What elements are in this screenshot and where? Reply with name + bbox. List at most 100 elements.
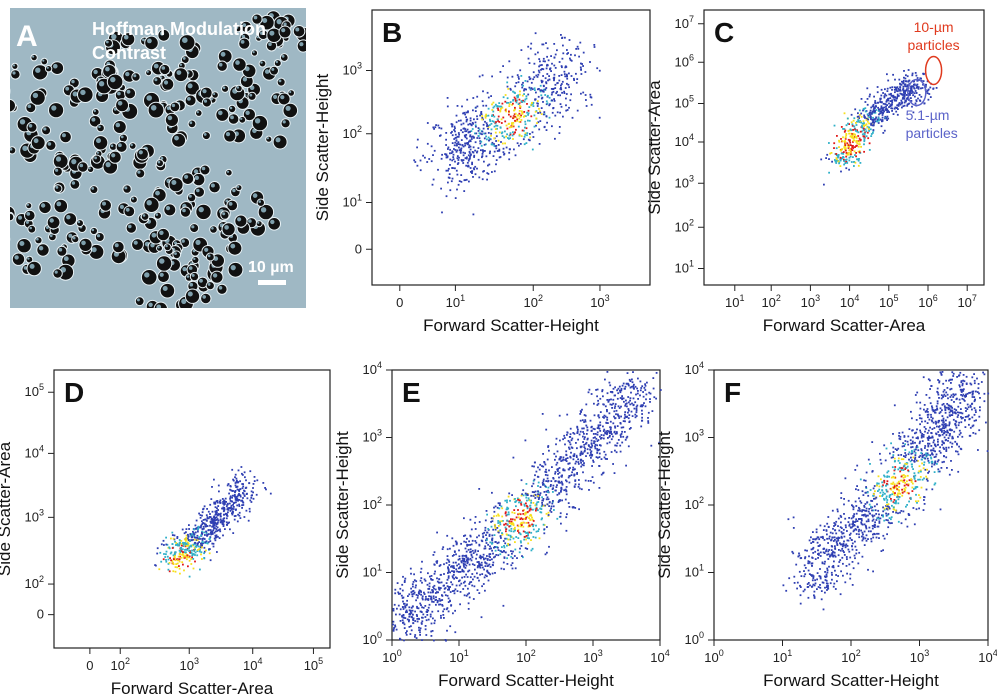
density-point bbox=[399, 637, 401, 640]
density-point bbox=[503, 550, 505, 552]
density-point bbox=[480, 140, 483, 143]
density-point bbox=[534, 474, 536, 477]
density-point bbox=[491, 537, 494, 540]
density-point bbox=[453, 554, 455, 556]
density-point bbox=[483, 137, 486, 140]
density-point bbox=[916, 85, 919, 88]
density-point bbox=[479, 563, 481, 566]
density-point bbox=[526, 132, 529, 134]
density-point bbox=[560, 489, 562, 492]
density-point bbox=[524, 547, 527, 550]
density-point bbox=[632, 371, 634, 373]
density-point bbox=[500, 122, 503, 124]
bead-highlight bbox=[184, 174, 189, 179]
density-point bbox=[881, 108, 884, 111]
density-point bbox=[553, 79, 555, 82]
density-point bbox=[517, 94, 520, 97]
bead bbox=[45, 139, 57, 151]
density-point bbox=[413, 579, 416, 582]
density-point bbox=[447, 597, 450, 600]
density-point bbox=[483, 576, 486, 579]
density-point bbox=[470, 171, 472, 173]
bead-highlight bbox=[142, 214, 146, 217]
density-point bbox=[196, 554, 199, 557]
density-point bbox=[505, 108, 507, 111]
density-point bbox=[520, 503, 523, 506]
bead-highlight bbox=[230, 265, 236, 271]
density-point bbox=[598, 448, 601, 451]
density-point bbox=[558, 467, 561, 469]
density-point bbox=[602, 425, 604, 428]
density-point bbox=[594, 447, 597, 450]
density-point bbox=[627, 411, 629, 414]
density-point bbox=[556, 468, 559, 471]
density-point bbox=[550, 511, 553, 513]
density-point bbox=[903, 95, 906, 98]
density-point bbox=[597, 426, 600, 429]
density-point bbox=[433, 551, 436, 554]
density-point bbox=[489, 150, 491, 153]
density-point bbox=[553, 43, 556, 45]
bead-highlight bbox=[181, 239, 185, 243]
density-point bbox=[912, 111, 915, 114]
density-point bbox=[404, 617, 407, 619]
density-point bbox=[914, 95, 916, 98]
density-point bbox=[923, 453, 926, 456]
density-point bbox=[167, 563, 170, 565]
bead-highlight bbox=[210, 97, 213, 101]
bead bbox=[238, 37, 251, 50]
density-point bbox=[452, 574, 455, 576]
bead-highlight bbox=[43, 127, 47, 131]
density-point bbox=[506, 76, 509, 79]
density-point bbox=[845, 155, 848, 158]
density-point bbox=[528, 139, 531, 142]
density-point bbox=[242, 504, 245, 506]
density-point bbox=[635, 411, 638, 414]
density-points bbox=[392, 371, 662, 642]
density-point bbox=[589, 446, 592, 449]
bead-highlight bbox=[271, 67, 275, 71]
density-point bbox=[485, 122, 488, 125]
density-point bbox=[495, 514, 498, 517]
density-point bbox=[540, 107, 543, 109]
density-point bbox=[939, 407, 942, 410]
density-point bbox=[857, 135, 860, 137]
density-point bbox=[650, 444, 653, 447]
density-point bbox=[552, 477, 555, 479]
density-point bbox=[894, 99, 896, 102]
density-point bbox=[568, 475, 571, 477]
bead-highlight bbox=[27, 257, 30, 260]
density-point bbox=[479, 566, 482, 569]
density-point bbox=[872, 130, 875, 132]
density-point bbox=[474, 549, 477, 552]
density-point bbox=[624, 387, 626, 390]
density-point bbox=[196, 550, 199, 552]
density-point bbox=[897, 88, 900, 90]
density-point bbox=[593, 442, 595, 444]
density-point bbox=[929, 402, 932, 405]
density-point bbox=[536, 501, 539, 504]
density-point bbox=[466, 593, 469, 596]
density-point bbox=[473, 118, 475, 121]
density-point bbox=[418, 593, 421, 595]
density-point bbox=[452, 565, 455, 567]
density-point bbox=[501, 551, 504, 553]
density-point bbox=[554, 53, 557, 56]
density-point bbox=[951, 429, 953, 432]
density-point bbox=[212, 529, 215, 532]
density-point bbox=[595, 437, 598, 440]
density-point bbox=[532, 525, 534, 528]
y-axis-label: Side Scatter-Height bbox=[333, 431, 352, 579]
density-point bbox=[858, 109, 861, 112]
density-point bbox=[878, 113, 880, 116]
density-point bbox=[626, 435, 629, 438]
density-point bbox=[553, 76, 556, 79]
density-point bbox=[474, 124, 477, 127]
density-point bbox=[176, 562, 179, 565]
density-point bbox=[504, 499, 507, 502]
density-point bbox=[470, 136, 473, 138]
density-point bbox=[492, 561, 495, 564]
density-point bbox=[468, 146, 470, 149]
bead bbox=[193, 186, 206, 198]
